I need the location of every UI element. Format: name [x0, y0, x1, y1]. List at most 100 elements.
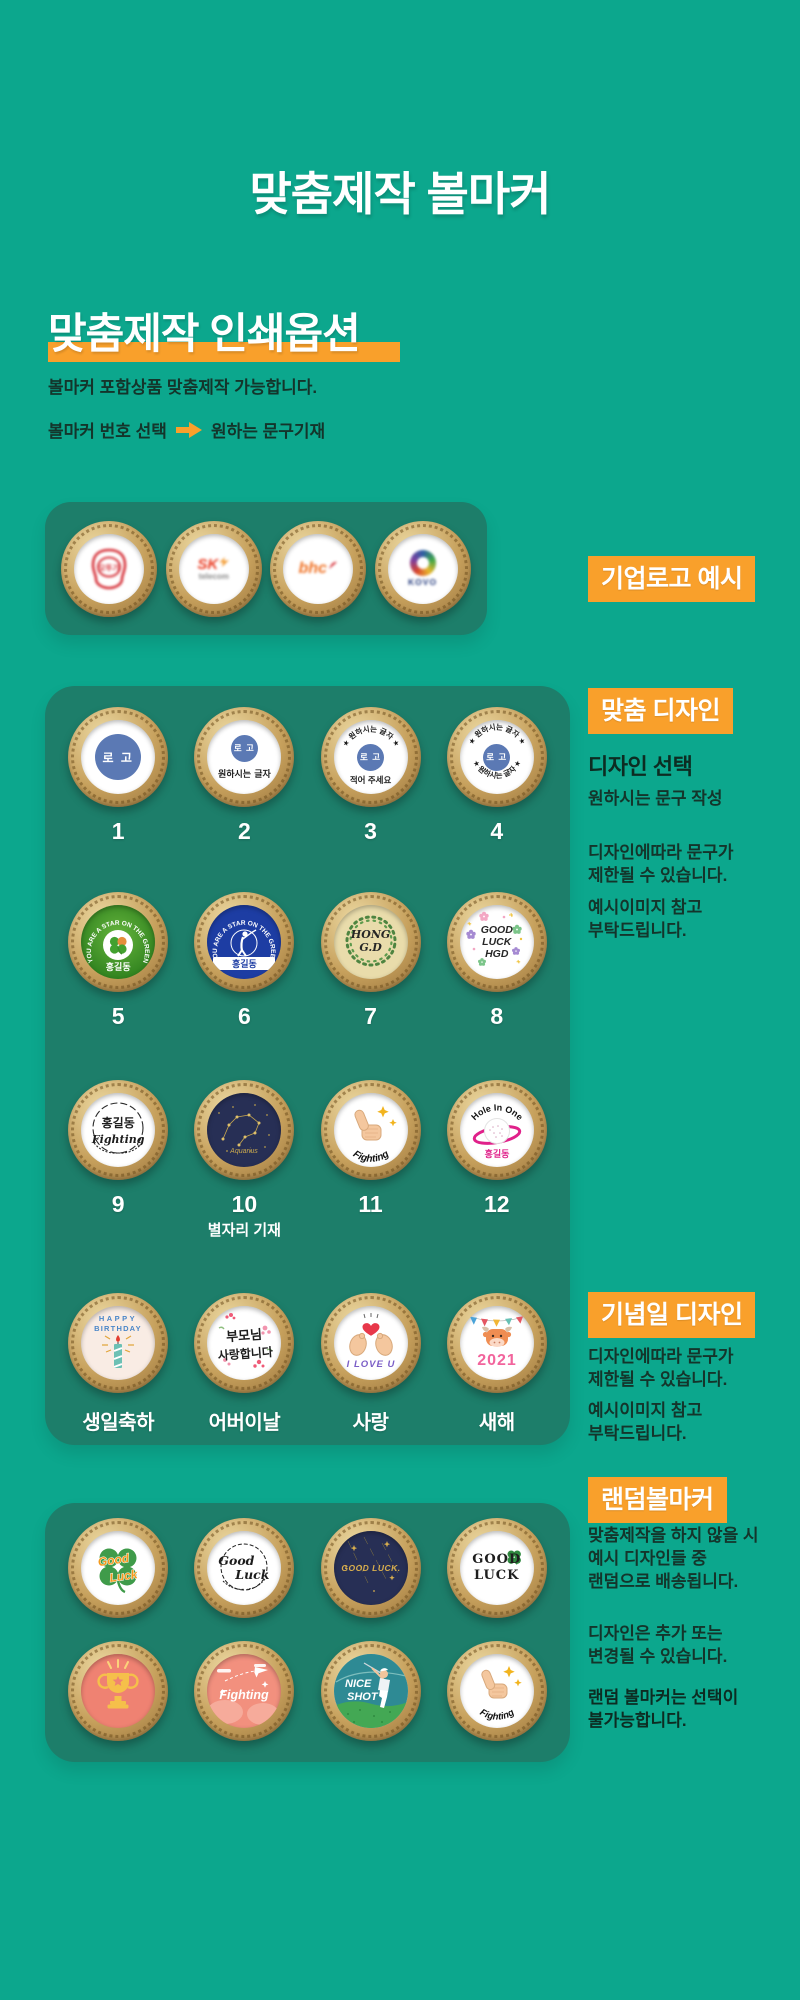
random-note-1: 맞춤제작을 하지 않을 시 예시 디자인들 중 랜덤으로 배송됩니다.: [588, 1526, 759, 1591]
design-row-3: 홍길동 Fighting 9 Aquarius 10 별자리 기재: [53, 1080, 562, 1240]
ball-marker-love: I LOVE U: [320, 1293, 421, 1393]
carnation-icon: [218, 1313, 273, 1368]
ball-marker-design-7: HONG G.D: [320, 892, 421, 992]
laurel-wreath-icon: [345, 915, 397, 967]
arc-text: ★ 원하시는 글자 ★ ★ 원하시는 글자 ★: [466, 723, 527, 781]
clover-icon: [507, 1550, 521, 1565]
svg-text:2021: 2021: [477, 1352, 517, 1369]
design-number: 8: [490, 1003, 504, 1029]
ball-marker-logo-sk: SK telecom: [165, 520, 262, 617]
svg-text:Fighting: Fighting: [477, 1707, 516, 1723]
badge-random-marker: 랜덤볼마커: [588, 1477, 727, 1523]
design-select-desc: 원하시는 문구 작성: [588, 789, 723, 808]
badge-custom-design: 맞춤 디자인: [588, 688, 733, 734]
logo-markers-row: 오뚜기 SK telecom bhc: [45, 502, 487, 635]
design-number: 10: [231, 1191, 258, 1217]
random-4-cell: GOOD LUCK: [436, 1518, 558, 1618]
finger-heart-icon: I LOVE U: [346, 1313, 394, 1370]
anniversary-label: 생일축하: [82, 1412, 154, 1434]
svg-text:Luck: Luck: [109, 1567, 140, 1585]
sk-spark-icon: [219, 557, 230, 567]
golfer-icon: [230, 929, 258, 957]
random-note-2: 디자인은 추가 또는 변경될 수 있습니다.: [588, 1624, 728, 1666]
ball-marker-random-navy-goodluck: GOOD LUCK.: [320, 1518, 421, 1618]
anniversary-label: 어버이날: [208, 1412, 281, 1434]
ball-marker-design-8: GOOD LUCK HGD: [446, 892, 547, 992]
initials-text: HONG G.D: [350, 928, 391, 954]
design-5-cell: YOU ARE A STAR ON THE GREEN 홍길동 5: [57, 892, 179, 1030]
anniversary-row: HAPPY BIRTHDAY 생일축하: [53, 1293, 562, 1435]
svg-text:★ 원하시는 글자 ★: ★ 원하시는 글자 ★: [340, 725, 401, 749]
name-text: 홍길동: [101, 1116, 135, 1130]
birthday-candle-icon: HAPPY BIRTHDAY: [94, 1314, 141, 1368]
flowers-icon: [466, 911, 522, 966]
new-year-cell: 2021 새해: [436, 1293, 558, 1435]
design-4-cell: ★ 원하시는 글자 ★ ★ 원하시는 글자 ★ 로 고 4: [436, 707, 558, 845]
logo-placeholder: 로 고: [95, 734, 142, 780]
design-number: 11: [358, 1191, 383, 1217]
custom-text-line: 적어 주세요: [349, 775, 392, 785]
logo-placeholder: 로 고: [230, 734, 258, 762]
ball-marker-new-year: 2021: [446, 1293, 547, 1393]
svg-text:오뚜기: 오뚜기: [99, 562, 120, 572]
ball-marker-design-1: 로 고: [68, 707, 169, 807]
parents-day-cell: 부모님 사랑합니다 어버이날: [183, 1293, 305, 1435]
ball-marker-parents-day: 부모님 사랑합니다: [194, 1293, 295, 1393]
svg-text:★ 원하시는 글자 ★: ★ 원하시는 글자 ★: [471, 758, 523, 780]
random-5-cell: [57, 1641, 179, 1741]
good-luck-serif: GOOD LUCK: [472, 1551, 522, 1583]
ball-marker-design-2: 로 고 원하시는 글자: [194, 707, 295, 807]
good-luck-script: Good Luck: [218, 1553, 270, 1582]
arc-text: YOU ARE A STAR ON THE GREEN: [212, 920, 276, 964]
svg-text:NICE: NICE: [345, 1678, 372, 1690]
fighting-text: Fighting: [91, 1133, 145, 1146]
svg-text:SHOT: SHOT: [347, 1691, 379, 1703]
random-2-cell: Good Luck: [183, 1518, 305, 1618]
svg-text:GOOD LUCK.: GOOD LUCK.: [341, 1563, 400, 1573]
svg-text:Fighting: Fighting: [350, 1149, 390, 1165]
arrow-right-icon: [175, 421, 202, 438]
random-3-cell: GOOD LUCK.: [310, 1518, 432, 1618]
ball-marker-random-serif-goodluck: GOOD LUCK: [446, 1518, 547, 1618]
ball-marker-design-9: 홍길동 Fighting: [68, 1080, 169, 1180]
badge-company-logo-example: 기업로고 예시: [588, 556, 756, 602]
print-option-desc: 볼마커 포함상품 맞춤제작 가능합니다.: [48, 378, 318, 397]
design-note-2: 예시이미지 참고 부탁드립니다.: [588, 898, 703, 940]
clover-disc: [103, 930, 134, 960]
random-1-cell: Good Luck: [57, 1518, 179, 1618]
ball-marker-random-clover-goodluck: Good Luck: [68, 1518, 169, 1618]
anniversary-note-2: 예시이미지 참고 부탁드립니다.: [588, 1401, 703, 1443]
logo-examples-panel: 오뚜기 SK telecom bhc: [45, 502, 487, 635]
design-number: 3: [364, 818, 377, 844]
fighting-plane-icon: Fighting: [207, 1664, 280, 1725]
name-band: 홍길동: [213, 957, 276, 970]
clover-good-luck-icon: Good Luck: [97, 1548, 140, 1594]
anniversary-label: 새해: [478, 1412, 515, 1434]
step-from: 볼마커 번호 선택: [48, 422, 167, 441]
random-marker-panel: Good Luck Good Luck: [45, 1503, 570, 1762]
anniversary-note-1: 디자인에따라 문구가 제한될 수 있습니다.: [588, 1347, 734, 1389]
svg-text:Good: Good: [97, 1551, 131, 1569]
ball-marker-design-5: YOU ARE A STAR ON THE GREEN 홍길동: [68, 892, 169, 992]
design-12-cell: Hole In One 홍길동 12: [436, 1080, 558, 1240]
ball-marker-design-6: YOU ARE A STAR ON THE GREEN 홍길동: [194, 892, 295, 992]
step-to: 원하는 문구기재: [210, 422, 326, 441]
zodiac-caption: 별자리 기재: [207, 1222, 281, 1239]
design-10-cell: Aquarius 10 별자리 기재: [183, 1080, 305, 1240]
svg-text:Fighting: Fighting: [220, 1688, 270, 1702]
random-row-1: Good Luck Good Luck: [53, 1518, 562, 1618]
design-number: 4: [490, 818, 504, 844]
ball-marker-logo-ottogi: 오뚜기: [61, 520, 158, 617]
ball-marker-random-nice-shot: NICE SHOT: [320, 1641, 421, 1741]
trophy-icon: [97, 1659, 139, 1709]
random-6-cell: Fighting: [183, 1641, 305, 1741]
sketch-wreath-icon: [92, 1102, 144, 1154]
design-row-1: 로 고 1 로 고 원하시는 글자 2 ★ 원하시는 글자 ★ 로 고: [53, 707, 562, 845]
new-year-ox-icon: 2021: [467, 1315, 526, 1370]
design-number: 1: [111, 818, 125, 844]
design-8-cell: GOOD LUCK HGD 8: [436, 892, 558, 1030]
thumbs-up-icon: Fighting: [350, 1106, 397, 1165]
ball-marker-random-fighting-plane: Fighting: [194, 1641, 295, 1741]
hole-in-one-icon: Hole In One 홍길동: [469, 1102, 525, 1159]
